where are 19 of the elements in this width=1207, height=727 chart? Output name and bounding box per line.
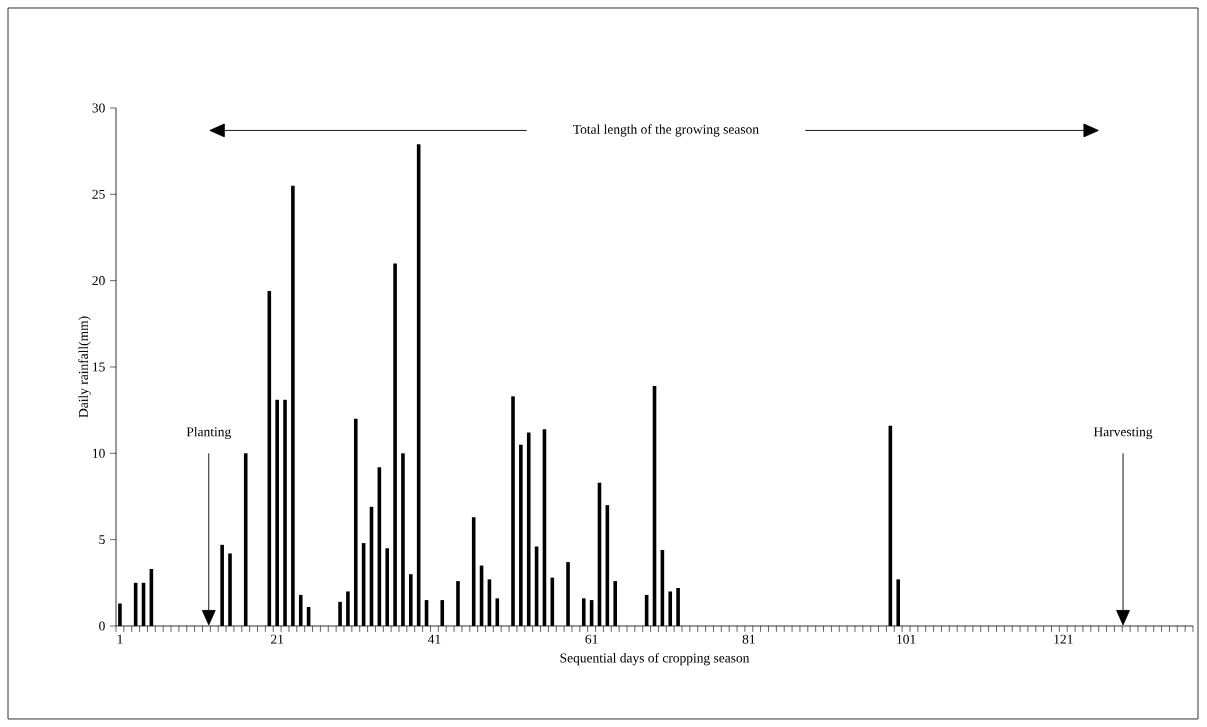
x-tick-label: 41 (427, 634, 441, 644)
y-tick-label: 20 (92, 276, 105, 286)
x-tick-label: 1 (117, 634, 123, 644)
x-tick-label: 81 (742, 634, 755, 644)
y-tick-label: 0 (99, 621, 105, 631)
y-tick-label: 25 (92, 189, 105, 199)
y-axis-title: Daily rainfall(mm) (78, 316, 91, 418)
annotation: Total length of the growing season (573, 124, 759, 137)
x-tick-label: 61 (585, 634, 598, 644)
ref-line-label: Planting (186, 426, 231, 440)
x-tick-label: 101 (897, 634, 916, 644)
x-axis-title: Sequential days of cropping season (560, 652, 750, 666)
y-tick-label: 15 (93, 362, 105, 372)
y-tick-label: 30 (92, 103, 105, 113)
x-tick-label: 21 (271, 634, 284, 644)
y-tick-label: 5 (99, 535, 105, 545)
ref-line-label: Harvesting (1093, 427, 1153, 440)
y-tick-label: 10 (93, 448, 105, 458)
x-tick-label: 121 (1054, 634, 1073, 644)
